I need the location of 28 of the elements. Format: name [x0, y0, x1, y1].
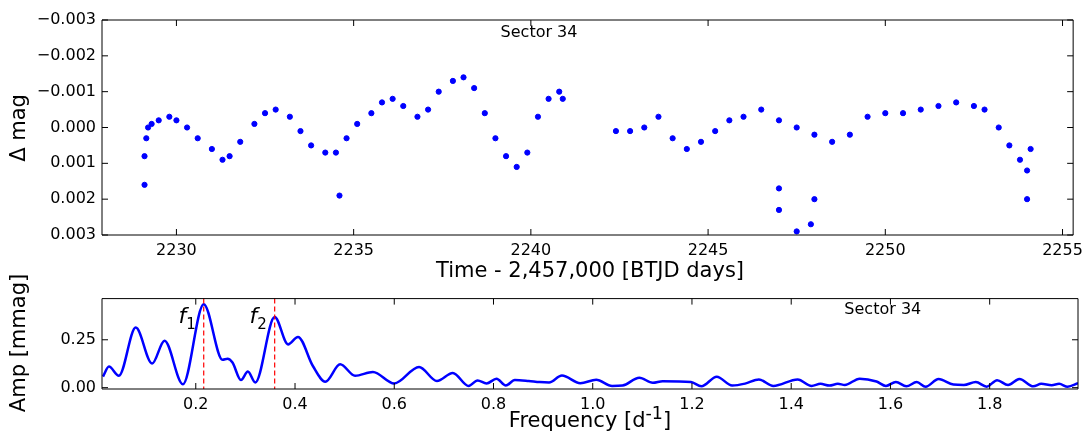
- y-tick-label: −0.003: [36, 9, 96, 29]
- y-axis-title: Amp [mmag]: [6, 273, 30, 413]
- x-tick-label: 2245: [687, 239, 729, 259]
- y-tick-label: 0.000: [50, 116, 96, 136]
- x-tick-label: 1.2: [679, 393, 705, 413]
- x-tick-label: 0.4: [282, 393, 308, 413]
- x-tick-label: 1.6: [877, 393, 904, 413]
- y-tick-label: 0.002: [50, 188, 96, 208]
- x-tick-label: 1.8: [976, 393, 1003, 413]
- x-tick-label: 2250: [864, 239, 906, 259]
- x-tick-label: 2235: [333, 239, 375, 259]
- annotation: Sector 34: [500, 22, 578, 42]
- y-tick-label: 0.25: [60, 328, 96, 348]
- annotation: Sector 34: [844, 298, 922, 318]
- x-tick-label: 0.2: [183, 393, 209, 413]
- y-tick-label: 0.003: [50, 224, 96, 244]
- y-tick-label: −0.002: [36, 44, 96, 64]
- y-tick-label: 0.00: [60, 376, 96, 396]
- x-tick-label: 0.8: [480, 393, 507, 413]
- y-axis-title: Δ mag: [6, 93, 30, 162]
- x-tick-label: 2255: [1042, 239, 1083, 259]
- y-tick-label: 0.001: [50, 152, 96, 172]
- x-tick-label: 1.4: [778, 393, 804, 413]
- x-tick-label: 2240: [510, 239, 552, 259]
- x-tick-label: 2230: [156, 239, 197, 259]
- y-tick-label: −0.001: [36, 80, 96, 100]
- x-tick-label: 0.6: [381, 393, 407, 413]
- x-axis-title: Time - 2,457,000 [BTJD days]: [435, 258, 745, 282]
